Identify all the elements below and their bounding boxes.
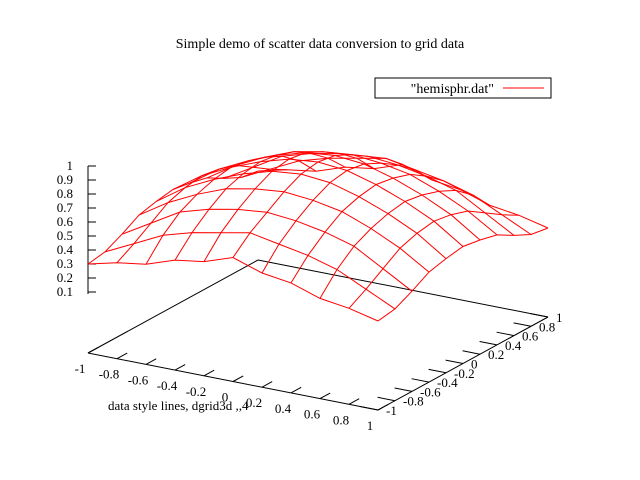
mesh-line-y (261, 162, 433, 274)
z-tick-label: 0.2 (57, 270, 73, 285)
z-tick-label: 0.3 (57, 256, 73, 271)
y-tick-mark (462, 350, 481, 355)
y-tick-mark (445, 359, 464, 364)
mesh-line-y (116, 164, 288, 264)
z-tick-label: 0.7 (57, 200, 74, 215)
legend-label: "hemisphr.dat" (411, 82, 494, 97)
legend: "hemisphr.dat" (374, 77, 552, 99)
mesh-line-y (290, 173, 462, 284)
z-tick-label: 0.4 (57, 242, 74, 257)
y-tick-mark (411, 378, 430, 383)
mesh-line-y (232, 154, 404, 258)
mesh-line-y (377, 227, 549, 322)
z-tick-label: 0.9 (57, 172, 73, 187)
y-tick-label: 0.4 (505, 338, 522, 353)
x-tick-label: 0.2 (246, 395, 262, 410)
x-tick-label: 0.4 (275, 401, 292, 416)
mesh-line-x (138, 188, 430, 273)
x-tick-label: -0.2 (186, 384, 207, 399)
x-tick-mark (232, 375, 244, 382)
axes: -1 -0.8 -0.6 -0.4 -0.2 0 0.2 0.4 0.6 0.8 1-1-0.8-0… (57, 158, 563, 433)
base-back-edge (257, 259, 549, 318)
y-tick-mark (496, 331, 515, 337)
mesh-line-y (348, 210, 520, 309)
base-left-edge (87, 259, 259, 354)
legend-box (374, 77, 552, 99)
x-tick-mark (348, 398, 360, 405)
y-tick-mark (428, 368, 447, 374)
x-tick-mark (87, 346, 99, 354)
y-tick-mark (479, 340, 498, 346)
mesh-line-x (87, 256, 379, 322)
y-tick-label: -1 (386, 403, 397, 418)
x-tick-mark (145, 358, 157, 365)
x-tick-label: 1 (367, 418, 374, 433)
x-tick-mark (377, 403, 389, 411)
x-tick-mark (319, 392, 331, 400)
x-tick-mark (290, 386, 302, 394)
z-tick-label: 0.8 (57, 186, 73, 201)
mesh-line-y (145, 155, 317, 265)
y-tick-mark (513, 322, 532, 327)
x-tick-mark (203, 369, 215, 377)
z-tick-label: 0.5 (57, 228, 73, 243)
y-tick-label: 1 (556, 310, 563, 325)
y-tick-label: -0.4 (437, 375, 458, 390)
y-tick-mark (530, 313, 549, 318)
y-tick-label: -0.6 (420, 384, 441, 399)
y-tick-label: 0.8 (539, 319, 555, 334)
y-tick-label: 0 (471, 357, 478, 372)
x-tick-label: -1 (75, 361, 86, 376)
y-tick-mark (360, 406, 379, 411)
z-tick-label: 1 (67, 158, 74, 173)
mesh-line-y (174, 151, 346, 261)
mesh-line-x (104, 232, 396, 310)
chart-title: Simple demo of scatter data conversion t… (176, 37, 465, 52)
x-tick-mark (116, 352, 128, 360)
y-tick-label: -0.8 (403, 394, 424, 409)
x-tick-label: 0 (222, 390, 229, 405)
surface-mesh (87, 151, 549, 322)
y-tick-label: -0.2 (454, 366, 475, 381)
x-tick-label: -0.6 (128, 372, 149, 387)
z-tick-label: 0.1 (57, 284, 73, 299)
z-tick-label: 0.6 (57, 214, 74, 229)
y-tick-label: 0.2 (488, 347, 504, 362)
x-tick-label: -0.8 (99, 367, 120, 382)
x-tick-label: 0.6 (304, 407, 321, 422)
x-tick-mark (261, 381, 273, 388)
mesh-line-y (87, 170, 259, 265)
mesh-line-y (319, 189, 491, 299)
y-tick-mark (377, 396, 396, 402)
x-tick-label: 0.8 (333, 412, 349, 427)
x-tick-label: -0.4 (157, 378, 178, 393)
x-tick-mark (174, 364, 186, 371)
y-tick-mark (394, 387, 413, 392)
mesh-line-x (121, 208, 413, 292)
x-axis-label: data style lines, dgrid3d ,,4 (108, 398, 249, 413)
y-tick-label: 0.6 (522, 329, 539, 344)
